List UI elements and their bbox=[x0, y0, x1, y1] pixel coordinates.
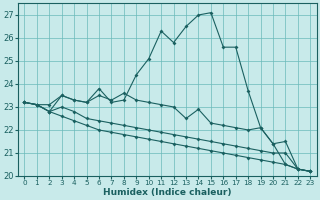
X-axis label: Humidex (Indice chaleur): Humidex (Indice chaleur) bbox=[103, 188, 232, 197]
